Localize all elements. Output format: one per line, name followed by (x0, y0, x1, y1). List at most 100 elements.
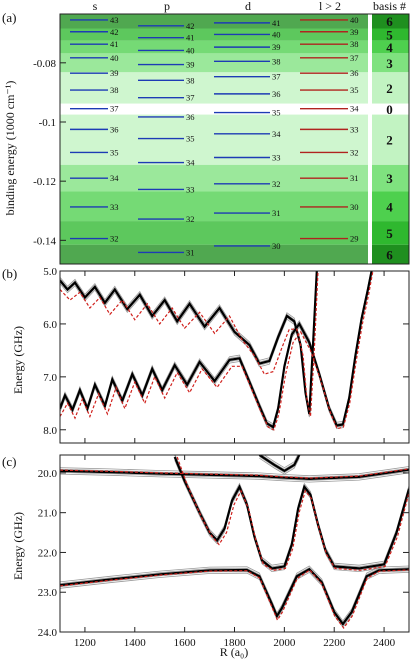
grey-curve (60, 466, 409, 477)
column-header: s (93, 0, 98, 13)
y-tick-label: -0.1 (39, 117, 56, 129)
panel-a-column-headers: s p d l > 2 basis # (93, 0, 406, 13)
grey-curve (60, 467, 409, 478)
level-label: 38 (110, 85, 119, 95)
x-tick-label: 2000 (273, 637, 296, 649)
basis-number: 5 (386, 226, 393, 241)
level-label: 41 (110, 39, 119, 49)
level-label: 38 (350, 39, 359, 49)
level-label: 30 (272, 241, 281, 251)
level-label: 34 (350, 104, 359, 114)
panel-a-frame (59, 13, 410, 265)
panel-c-series (60, 455, 409, 630)
level-label: 40 (350, 15, 359, 25)
level-label: 36 (186, 112, 195, 122)
panel-a-y-axis-label: binding energy (1000 cm⁻¹) (3, 81, 17, 216)
background-band (60, 114, 370, 165)
level-label: 33 (272, 152, 281, 162)
basis-band (372, 53, 409, 73)
panel-c-frame (59, 454, 410, 633)
panel-c-x-axis-label: R (a₀) (220, 645, 249, 659)
basis-header: basis # (373, 0, 406, 13)
y-tick-label: -0.12 (33, 176, 56, 188)
y-tick-label: 6.0 (43, 319, 57, 331)
level-label: 37 (186, 93, 195, 103)
red-dashed-curve (60, 468, 409, 479)
basis-band (372, 28, 409, 41)
basis-band (372, 221, 409, 245)
level-label: 39 (350, 27, 359, 37)
grey-curve (263, 455, 299, 469)
basis-number: 6 (386, 14, 393, 29)
panel-a-background-bands (60, 14, 372, 264)
red-dashed-curve (176, 456, 409, 571)
background-band (60, 244, 370, 264)
level-label: 32 (272, 179, 281, 189)
y-tick-label: 7.0 (43, 372, 57, 384)
level-label: 35 (272, 108, 281, 118)
level-label: 32 (110, 234, 119, 244)
x-tick-label: 1600 (174, 637, 197, 649)
level-label: 40 (272, 29, 281, 39)
level-label: 42 (110, 27, 119, 37)
level-label: 39 (110, 68, 119, 78)
column-header: l > 2 (319, 0, 341, 13)
basis-number: 3 (386, 56, 393, 71)
level-label: 34 (110, 173, 119, 183)
background-band (60, 53, 370, 73)
x-tick-label: 1800 (224, 637, 247, 649)
level-label: 32 (350, 147, 359, 157)
basis-band (372, 72, 409, 104)
column-separator (368, 14, 372, 264)
level-label: 37 (272, 72, 281, 82)
panel-a-label: (a) (2, 10, 16, 25)
grey-curve (60, 272, 372, 430)
level-label: 35 (110, 147, 119, 157)
level-label: 34 (186, 158, 195, 168)
level-label: 36 (350, 68, 359, 78)
y-tick-label: -0.14 (33, 235, 56, 247)
basis-number: 2 (386, 133, 393, 148)
level-label: 38 (272, 56, 281, 66)
basis-band (372, 164, 409, 192)
level-label: 37 (110, 104, 119, 114)
column-header: d (245, 0, 251, 13)
panel-c-y-axis-label: Energy (GHz) (11, 512, 25, 580)
level-label: 30 (350, 202, 359, 212)
basis-band (372, 191, 409, 222)
panel-b-y-axis: 5.0 6.0 7.0 8.0 (43, 266, 409, 443)
level-label: 35 (186, 134, 195, 144)
black-curve (173, 456, 409, 570)
y-tick-label: 5.0 (43, 266, 57, 278)
x-tick-label: 2400 (373, 637, 396, 649)
background-band (60, 221, 370, 245)
basis-number: 4 (386, 199, 393, 214)
panel-b-series (60, 271, 374, 431)
panel-c-axes: 20.0 21.0 22.0 23.0 24.0 1200 1400 1600 1800 2000… (38, 455, 409, 649)
background-band (60, 14, 370, 29)
level-label: 29 (350, 234, 359, 244)
basis-number: 6 (386, 247, 393, 262)
basis-number: 2 (386, 81, 393, 96)
level-label: 35 (350, 85, 359, 95)
level-label: 40 (186, 45, 195, 55)
panel-c-energy-plot: (c) Energy (GHz) 20.0 21.0 22.0 23.0 24.0 120… (2, 454, 410, 659)
x-tick-label: 2200 (323, 637, 346, 649)
panel-b-frame (59, 270, 410, 444)
grey-curve (60, 470, 409, 481)
level-label: 32 (186, 214, 195, 224)
basis-number: 3 (386, 171, 393, 186)
level-label: 33 (186, 184, 195, 194)
plot-area (60, 455, 409, 630)
basis-band (372, 114, 409, 165)
y-tick-label: 8.0 (43, 425, 57, 437)
level-label: 37 (350, 53, 359, 63)
panel-b-y-axis-label: Energy (GHz) (11, 326, 25, 394)
level-label: 43 (110, 15, 119, 25)
grey-curve (60, 565, 409, 622)
level-label: 31 (350, 173, 359, 183)
level-label: 33 (350, 124, 359, 134)
level-label: 40 (110, 53, 119, 63)
grey-curve (174, 460, 409, 573)
